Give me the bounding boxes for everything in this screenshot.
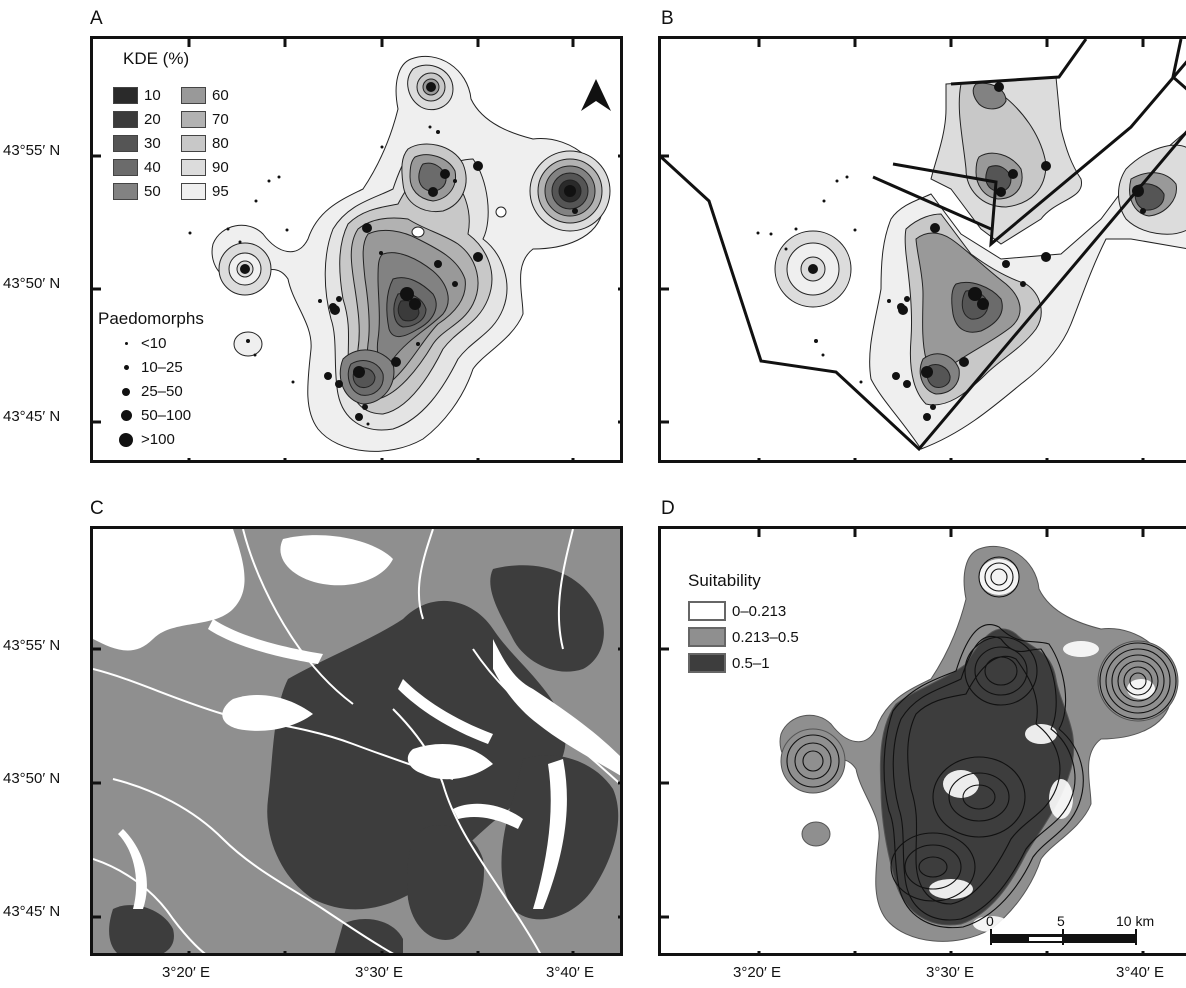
suitability-legend-title: Suitability xyxy=(688,571,761,590)
suitability-legend-item: 0.213–0.5 xyxy=(688,627,799,647)
paedomorph-legend-title: Paedomorphs xyxy=(98,309,204,328)
kde-legend-item: 60 xyxy=(181,87,229,104)
kde-swatch xyxy=(181,183,206,200)
suitability-legend-item: 0.5–1 xyxy=(688,653,770,673)
kde-map-a xyxy=(93,39,620,460)
scale-bar-label: 0 xyxy=(986,913,994,929)
scale-bar-label: 5 xyxy=(1057,913,1065,929)
kde-legend-item: 80 xyxy=(181,135,229,152)
kde-swatch xyxy=(181,111,206,128)
paedomorph-legend-item: >100 xyxy=(115,431,175,448)
kde-swatch xyxy=(181,135,206,152)
lon-label: 3°40′ E xyxy=(545,964,595,981)
kde-legend-item: 10 xyxy=(113,87,161,104)
lat-label: 43°50′ N xyxy=(3,275,61,292)
paedomorph-legend-item: 10–25 xyxy=(115,359,183,376)
lat-label: 43°50′ N xyxy=(3,770,61,787)
lat-label: 43°55′ N xyxy=(3,637,61,654)
kde-legend-item: 50 xyxy=(113,183,161,200)
kde-legend-item: 30 xyxy=(113,135,161,152)
lon-label: 3°30′ E xyxy=(354,964,404,981)
lon-label: 3°20′ E xyxy=(732,964,782,981)
suitability-swatch xyxy=(688,653,726,673)
kde-map-b xyxy=(661,39,1186,460)
panel-label-c: C xyxy=(90,498,104,519)
kde-swatch xyxy=(113,135,138,152)
panel-label-b: B xyxy=(661,8,674,29)
scale-bar xyxy=(990,929,1137,945)
suitability-legend-item: 0–0.213 xyxy=(688,601,786,621)
map-panel-b xyxy=(658,36,1186,463)
habitat-raster-c xyxy=(93,529,620,953)
lat-label: 43°45′ N xyxy=(3,903,61,920)
suitability-swatch xyxy=(688,601,726,621)
paedomorph-legend-item: <10 xyxy=(115,335,166,352)
map-panel-a: KDE (%) 10 20 30 40 50 60 70 80 90 95 Pa… xyxy=(90,36,623,463)
kde-swatch xyxy=(113,159,138,176)
kde-swatch xyxy=(113,183,138,200)
suitability-map-d xyxy=(661,529,1179,953)
kde-legend-item: 95 xyxy=(181,183,229,200)
kde-swatch xyxy=(113,111,138,128)
map-panel-c xyxy=(90,526,623,956)
kde-legend-title: KDE (%) xyxy=(123,49,190,68)
suitability-swatch xyxy=(688,627,726,647)
kde-legend-item: 90 xyxy=(181,159,229,176)
paedomorph-legend-item: 25–50 xyxy=(115,383,183,400)
kde-legend-item: 40 xyxy=(113,159,161,176)
kde-legend-item: 70 xyxy=(181,111,229,128)
lat-label: 43°45′ N xyxy=(3,408,61,425)
lat-label: 43°55′ N xyxy=(3,142,61,159)
north-arrow-icon xyxy=(581,79,611,111)
kde-swatch xyxy=(181,87,206,104)
lon-label: 3°20′ E xyxy=(161,964,211,981)
kde-swatch xyxy=(181,159,206,176)
map-panel-d: 0 5 10 km Suitability 0–0.213 0.213–0.5 … xyxy=(658,526,1186,956)
panel-label-a: A xyxy=(90,8,103,29)
kde-swatch xyxy=(113,87,138,104)
scale-bar-label: 10 km xyxy=(1116,913,1155,929)
kde-legend-item: 20 xyxy=(113,111,161,128)
paedomorph-legend-item: 50–100 xyxy=(115,407,191,424)
panel-label-d: D xyxy=(661,498,675,519)
lon-label: 3°30′ E xyxy=(925,964,975,981)
lon-label: 3°40′ E xyxy=(1115,964,1165,981)
